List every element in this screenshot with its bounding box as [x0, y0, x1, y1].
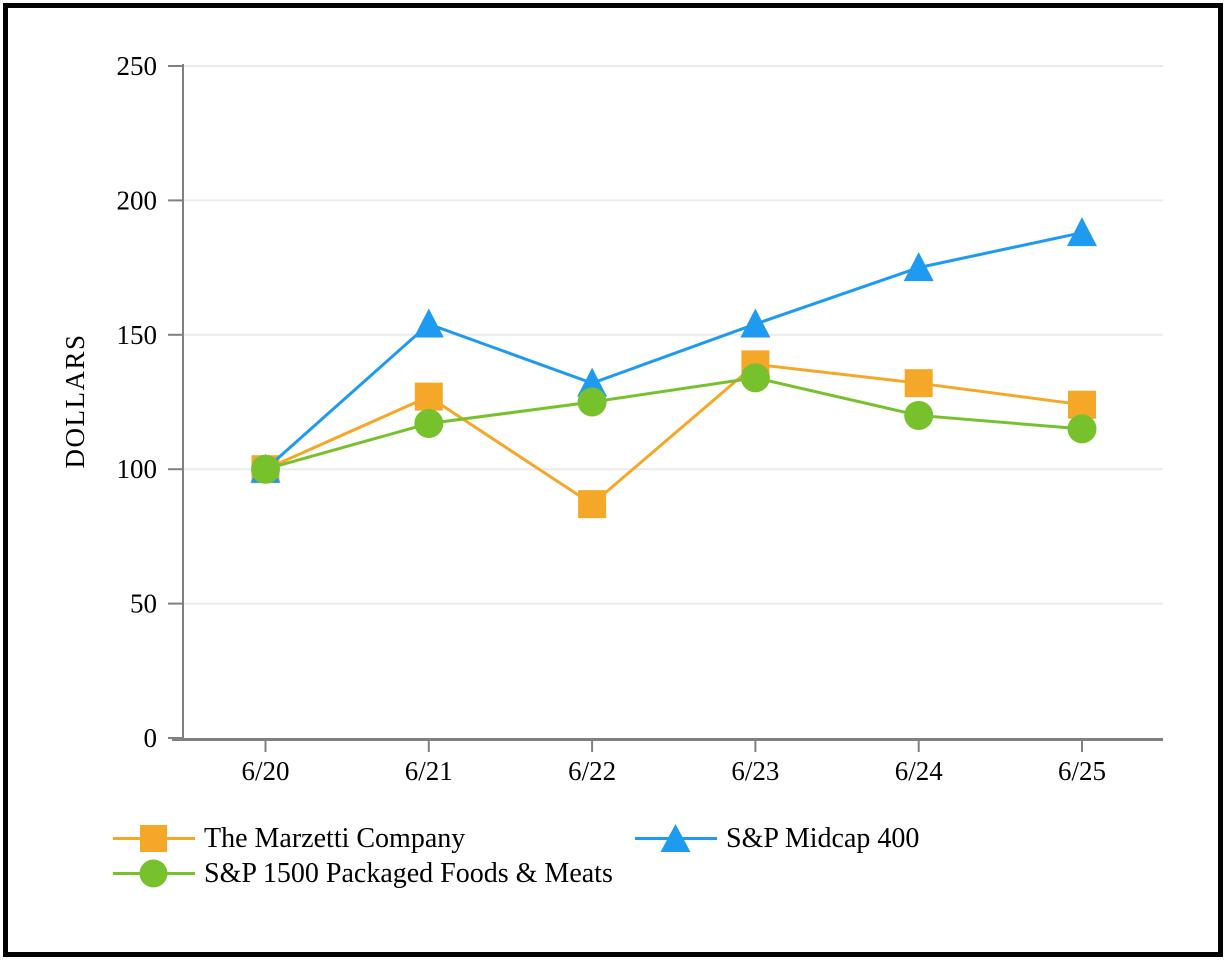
circle-data-point-marker	[1067, 414, 1097, 444]
square-data-point-marker	[414, 382, 443, 411]
blue-triangle-marker-icon	[635, 824, 717, 852]
circle-data-point-marker	[904, 400, 934, 430]
y-tick-label: 50	[130, 589, 157, 619]
x-tick-label: 6/25	[1058, 756, 1106, 786]
triangle-data-point-marker	[413, 308, 444, 338]
green-circle-marker-icon	[113, 859, 195, 888]
x-tick-label: 6/20	[241, 756, 289, 786]
y-tick-label: 250	[117, 51, 158, 81]
legend-label-marzetti: The Marzetti Company	[204, 823, 466, 854]
series-line	[265, 376, 1083, 471]
series-line	[264, 362, 1083, 507]
square-data-point-marker	[578, 490, 607, 519]
legend-item-midcap: S&P Midcap 400	[635, 824, 919, 853]
y-tick-label: 150	[117, 320, 158, 350]
orange-square-marker-icon	[113, 825, 195, 852]
circle-data-point-marker	[414, 409, 444, 439]
triangle-data-point-marker	[577, 367, 608, 397]
legend-item-packaged-foods: S&P 1500 Packaged Foods & Meats	[113, 859, 613, 888]
triangle-data-point-marker	[1067, 217, 1097, 247]
legend-item-marzetti: The Marzetti Company	[113, 824, 465, 853]
circle-data-point-marker	[740, 363, 770, 393]
legend-label-packaged-foods: S&P 1500 Packaged Foods & Meats	[204, 858, 613, 889]
y-tick-label: 100	[117, 454, 158, 484]
triangle-data-point-marker	[740, 308, 771, 338]
legend-label-midcap: S&P Midcap 400	[726, 823, 920, 854]
x-tick-label: 6/24	[895, 756, 944, 786]
circle-data-point-marker	[251, 454, 280, 484]
triangle-data-point-marker	[903, 252, 934, 282]
y-tick-label: 0	[144, 723, 158, 753]
y-axis-title: DOLLARS	[60, 333, 90, 468]
x-tick-label: 6/22	[568, 756, 616, 786]
square-data-point-marker	[1068, 390, 1096, 419]
circle-data-point-marker	[577, 387, 607, 417]
y-tick-label: 200	[117, 185, 158, 215]
series-line	[264, 231, 1083, 471]
x-tick-label: 6/23	[731, 756, 779, 786]
square-data-point-marker	[904, 369, 933, 398]
x-tick-label: 6/21	[405, 756, 453, 786]
